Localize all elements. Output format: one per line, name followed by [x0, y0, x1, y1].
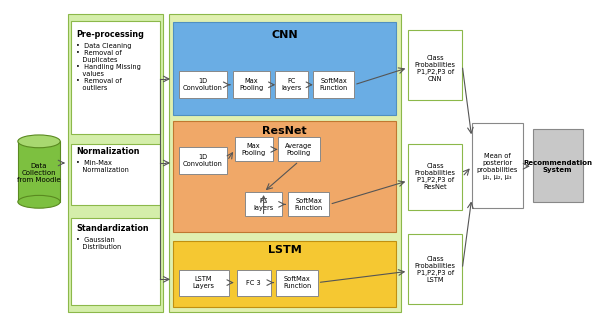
FancyBboxPatch shape: [408, 144, 462, 210]
Text: Mean of
posterior
probabilities
μ₁, μ₂, μ₃: Mean of posterior probabilities μ₁, μ₂, …: [477, 153, 518, 180]
Text: ResNet: ResNet: [262, 126, 307, 136]
Text: •  Gaussian
   Distribution: • Gaussian Distribution: [76, 237, 121, 250]
Text: FC 3: FC 3: [246, 280, 261, 286]
Text: Normalization: Normalization: [76, 147, 140, 156]
Text: LSTM: LSTM: [268, 245, 302, 256]
FancyBboxPatch shape: [233, 71, 270, 98]
FancyBboxPatch shape: [408, 30, 462, 100]
FancyBboxPatch shape: [68, 14, 163, 312]
Text: Max
Pooling: Max Pooling: [241, 143, 266, 156]
Text: FC
layers: FC layers: [253, 198, 274, 211]
FancyBboxPatch shape: [275, 71, 308, 98]
Text: 1D
Convolution: 1D Convolution: [183, 78, 223, 91]
Text: SoftMax
Function: SoftMax Function: [283, 276, 311, 289]
Text: Max
Pooling: Max Pooling: [239, 78, 263, 91]
Text: Recommendation
System: Recommendation System: [523, 160, 592, 173]
FancyBboxPatch shape: [179, 71, 227, 98]
Text: CNN: CNN: [271, 30, 298, 40]
Text: Standardization: Standardization: [76, 224, 149, 233]
FancyBboxPatch shape: [71, 21, 160, 134]
Text: LSTM
Layers: LSTM Layers: [193, 276, 215, 289]
FancyBboxPatch shape: [173, 22, 397, 114]
FancyBboxPatch shape: [169, 14, 401, 312]
FancyBboxPatch shape: [179, 147, 227, 174]
FancyBboxPatch shape: [288, 192, 329, 216]
Text: Average
Pooling: Average Pooling: [285, 143, 313, 156]
FancyBboxPatch shape: [71, 144, 160, 205]
FancyBboxPatch shape: [533, 129, 583, 202]
Text: SoftMax
Function: SoftMax Function: [319, 78, 347, 91]
Text: •  Data Cleaning
•  Removal of
   Duplicates
•  Handling Missing
   values
•  Re: • Data Cleaning • Removal of Duplicates …: [76, 43, 141, 91]
Text: Class
Probabilities
P1,P2,P3 of
ResNet: Class Probabilities P1,P2,P3 of ResNet: [415, 163, 456, 190]
FancyBboxPatch shape: [173, 121, 397, 232]
FancyBboxPatch shape: [408, 234, 462, 304]
Text: Data
Collection
from Moodle: Data Collection from Moodle: [17, 163, 61, 183]
Text: Class
Probabilities
P1,P2,P3 of
CNN: Class Probabilities P1,P2,P3 of CNN: [415, 55, 456, 82]
Text: 1D
Convolution: 1D Convolution: [183, 154, 223, 167]
Text: Class
Probabilities
P1,P2,P3 of
LSTM: Class Probabilities P1,P2,P3 of LSTM: [415, 256, 456, 283]
FancyBboxPatch shape: [313, 71, 354, 98]
FancyBboxPatch shape: [235, 137, 273, 161]
Text: SoftMax
Function: SoftMax Function: [295, 198, 323, 211]
FancyBboxPatch shape: [173, 241, 397, 307]
FancyBboxPatch shape: [71, 218, 160, 305]
FancyBboxPatch shape: [236, 270, 271, 296]
FancyBboxPatch shape: [277, 270, 317, 296]
Text: FC
layers: FC layers: [281, 78, 301, 91]
Ellipse shape: [18, 135, 60, 148]
Text: •  Min-Max
   Normalization: • Min-Max Normalization: [76, 160, 129, 173]
FancyBboxPatch shape: [179, 270, 229, 296]
FancyBboxPatch shape: [245, 192, 283, 216]
Text: Pre-processing: Pre-processing: [76, 30, 144, 39]
FancyBboxPatch shape: [472, 123, 523, 208]
FancyBboxPatch shape: [278, 137, 320, 161]
FancyBboxPatch shape: [18, 141, 60, 202]
Ellipse shape: [18, 195, 60, 208]
